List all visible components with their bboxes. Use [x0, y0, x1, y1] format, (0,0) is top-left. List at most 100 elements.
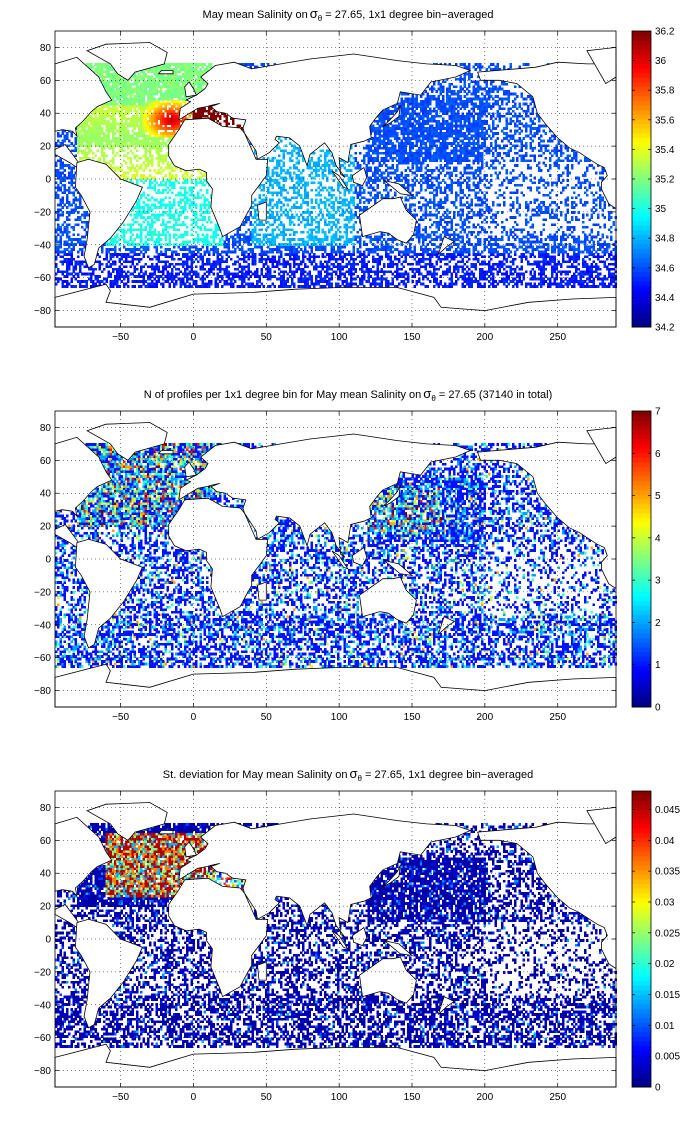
data-bin [594, 255, 598, 259]
data-bin [400, 174, 403, 177]
data-bin [55, 262, 58, 266]
data-bin [157, 201, 161, 204]
data-bin [282, 186, 285, 190]
data-bin [249, 285, 253, 288]
data-bin [391, 196, 395, 200]
data-bin [406, 181, 410, 185]
data-bin [459, 181, 462, 185]
data-bin [319, 243, 322, 246]
data-bin [229, 277, 233, 281]
data-bin [181, 272, 185, 276]
data-bin [415, 179, 419, 182]
data-bin [247, 243, 250, 246]
data-bin [398, 267, 401, 271]
data-bin [142, 191, 145, 195]
data-bin [186, 179, 189, 182]
data-bin [579, 272, 583, 276]
data-bin [148, 174, 152, 177]
data-bin [371, 238, 375, 241]
data-bin [240, 248, 244, 251]
data-bin [79, 270, 82, 274]
data-bin [203, 183, 207, 187]
data-bin [553, 255, 556, 259]
data-bin [159, 181, 163, 185]
data-bin [203, 225, 207, 229]
data-bin [65, 240, 69, 244]
data-bin [127, 270, 130, 274]
data-bin [120, 275, 124, 278]
data-bin [61, 198, 65, 202]
data-bin [380, 243, 384, 246]
data-bin [452, 253, 456, 256]
data-bin [59, 230, 62, 234]
data-bin [194, 216, 198, 219]
data-bin [404, 248, 408, 251]
data-bin [361, 265, 364, 269]
data-bin [144, 245, 148, 249]
data-bin [570, 275, 574, 278]
data-bin [601, 250, 604, 254]
data-bin [288, 208, 292, 212]
data-bin [162, 223, 165, 227]
data-bin [144, 203, 148, 207]
data-bin [159, 198, 163, 202]
data-bin [439, 280, 443, 283]
data-bin [424, 188, 427, 192]
data-bin [459, 213, 462, 217]
data-bin [483, 211, 486, 214]
data-bin [111, 282, 115, 286]
data-bin [457, 235, 460, 239]
data-bin [181, 262, 185, 266]
data-bin [590, 280, 593, 283]
data-bin [481, 225, 484, 229]
data-bin [81, 206, 84, 209]
data-bin [59, 243, 62, 246]
data-bin [500, 253, 504, 256]
data-bin [162, 218, 165, 222]
data-bin [291, 277, 294, 281]
data-bin [227, 240, 231, 244]
data-bin [553, 240, 556, 244]
data-bin [369, 179, 373, 182]
data-bin [420, 260, 423, 264]
data-bin [129, 225, 132, 229]
data-bin [378, 257, 381, 261]
data-bin [306, 216, 309, 219]
data-bin [594, 250, 598, 254]
data-bin [481, 203, 484, 207]
data-bin [214, 235, 218, 239]
data-bin [271, 191, 274, 195]
data-bin [511, 230, 515, 234]
data-bin [415, 228, 419, 232]
data-bin [568, 260, 572, 264]
data-bin [551, 181, 554, 185]
data-bin [365, 206, 368, 209]
data-bin [159, 171, 163, 175]
data-bin [253, 260, 257, 264]
data-bin [415, 233, 419, 237]
data-bin [520, 228, 524, 232]
data-bin [588, 280, 591, 283]
data-bin [474, 183, 478, 187]
data-bin [203, 262, 207, 266]
data-bin [334, 218, 338, 222]
data-bin [516, 235, 519, 239]
data-bin [518, 240, 521, 244]
data-bin [376, 179, 379, 182]
data-bin [524, 203, 528, 207]
data-bin [472, 211, 475, 214]
data-bin [422, 277, 425, 281]
data-bin [470, 188, 473, 192]
data-bin [109, 282, 113, 286]
data-bin [426, 250, 430, 254]
data-bin [267, 216, 270, 219]
data-bin [173, 250, 176, 254]
data-bin [173, 277, 176, 281]
data-bin [481, 228, 484, 232]
data-bin [350, 218, 353, 222]
data-bin [326, 223, 329, 227]
data-bin [343, 230, 346, 234]
data-bin [356, 250, 360, 254]
data-bin [435, 245, 438, 249]
data-bin [245, 216, 248, 219]
